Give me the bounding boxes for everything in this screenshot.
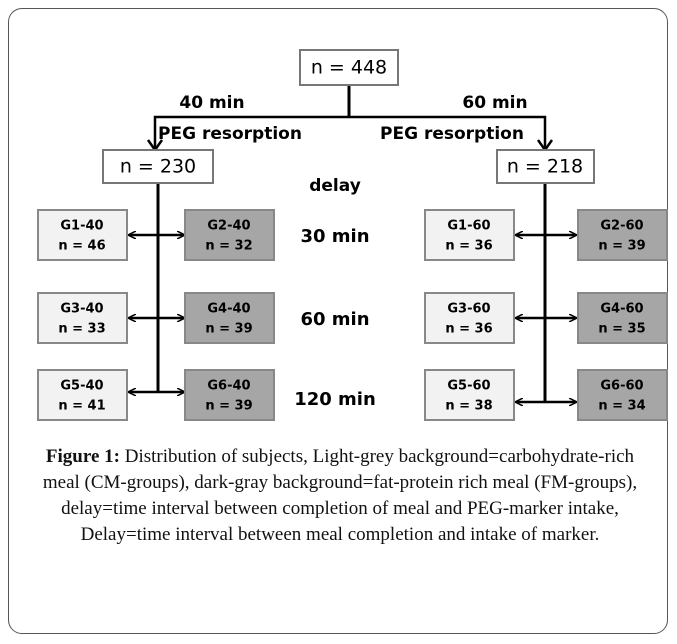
group-id: G2-60: [600, 219, 643, 234]
branch-label: PEG resorption: [158, 124, 302, 144]
caption-text: Distribution of subjects, Light-grey bac…: [42, 446, 638, 545]
group-n: n = 33: [58, 322, 105, 337]
caption-label: Figure 1:: [45, 446, 120, 467]
connectors: [153, 85, 547, 402]
group-box: [577, 292, 668, 344]
group-n: n = 32: [205, 239, 252, 254]
group-box: [577, 209, 668, 261]
group-n: n = 46: [58, 239, 105, 254]
group-id: G3-60: [447, 302, 490, 317]
root-node: n = 448: [311, 57, 387, 79]
branch-label: PEG resorption: [380, 124, 524, 144]
group-box: [424, 369, 515, 421]
group-id: G4-40: [207, 302, 250, 317]
group-n: n = 34: [598, 399, 645, 414]
group-box: [184, 209, 275, 261]
group-box: [424, 209, 515, 261]
group-n: n = 39: [205, 322, 252, 337]
delay-label: delay: [309, 176, 361, 196]
group-box: [37, 292, 128, 344]
group-box: [37, 209, 128, 261]
group-n: n = 36: [445, 322, 492, 337]
group-box: [184, 292, 275, 344]
group-n: n = 38: [445, 399, 492, 414]
branch-node: n = 230: [120, 156, 196, 178]
group-n: n = 39: [205, 399, 252, 414]
group-n: n = 41: [58, 399, 105, 414]
group-box: [424, 292, 515, 344]
group-id: G6-40: [207, 379, 250, 394]
caption: Figure 1: Distribution of subjects, Ligh…: [40, 444, 640, 548]
delay-time: 30 min: [300, 226, 369, 247]
group-id: G1-60: [447, 219, 490, 234]
group-box: [184, 369, 275, 421]
group-box: [577, 369, 668, 421]
group-id: G3-40: [60, 302, 103, 317]
branch-time: 60 min: [462, 93, 527, 113]
group-id: G1-40: [60, 219, 103, 234]
delay-time: 120 min: [294, 389, 376, 410]
branch-node: n = 218: [507, 156, 583, 178]
group-n: n = 39: [598, 239, 645, 254]
group-id: G5-40: [60, 379, 103, 394]
group-n: n = 35: [598, 322, 645, 337]
group-id: G6-60: [600, 379, 643, 394]
group-id: G4-60: [600, 302, 643, 317]
delay-time: 60 min: [300, 309, 369, 330]
group-n: n = 36: [445, 239, 492, 254]
group-box: [37, 369, 128, 421]
group-id: G5-60: [447, 379, 490, 394]
branch-time: 40 min: [179, 93, 244, 113]
group-id: G2-40: [207, 219, 250, 234]
